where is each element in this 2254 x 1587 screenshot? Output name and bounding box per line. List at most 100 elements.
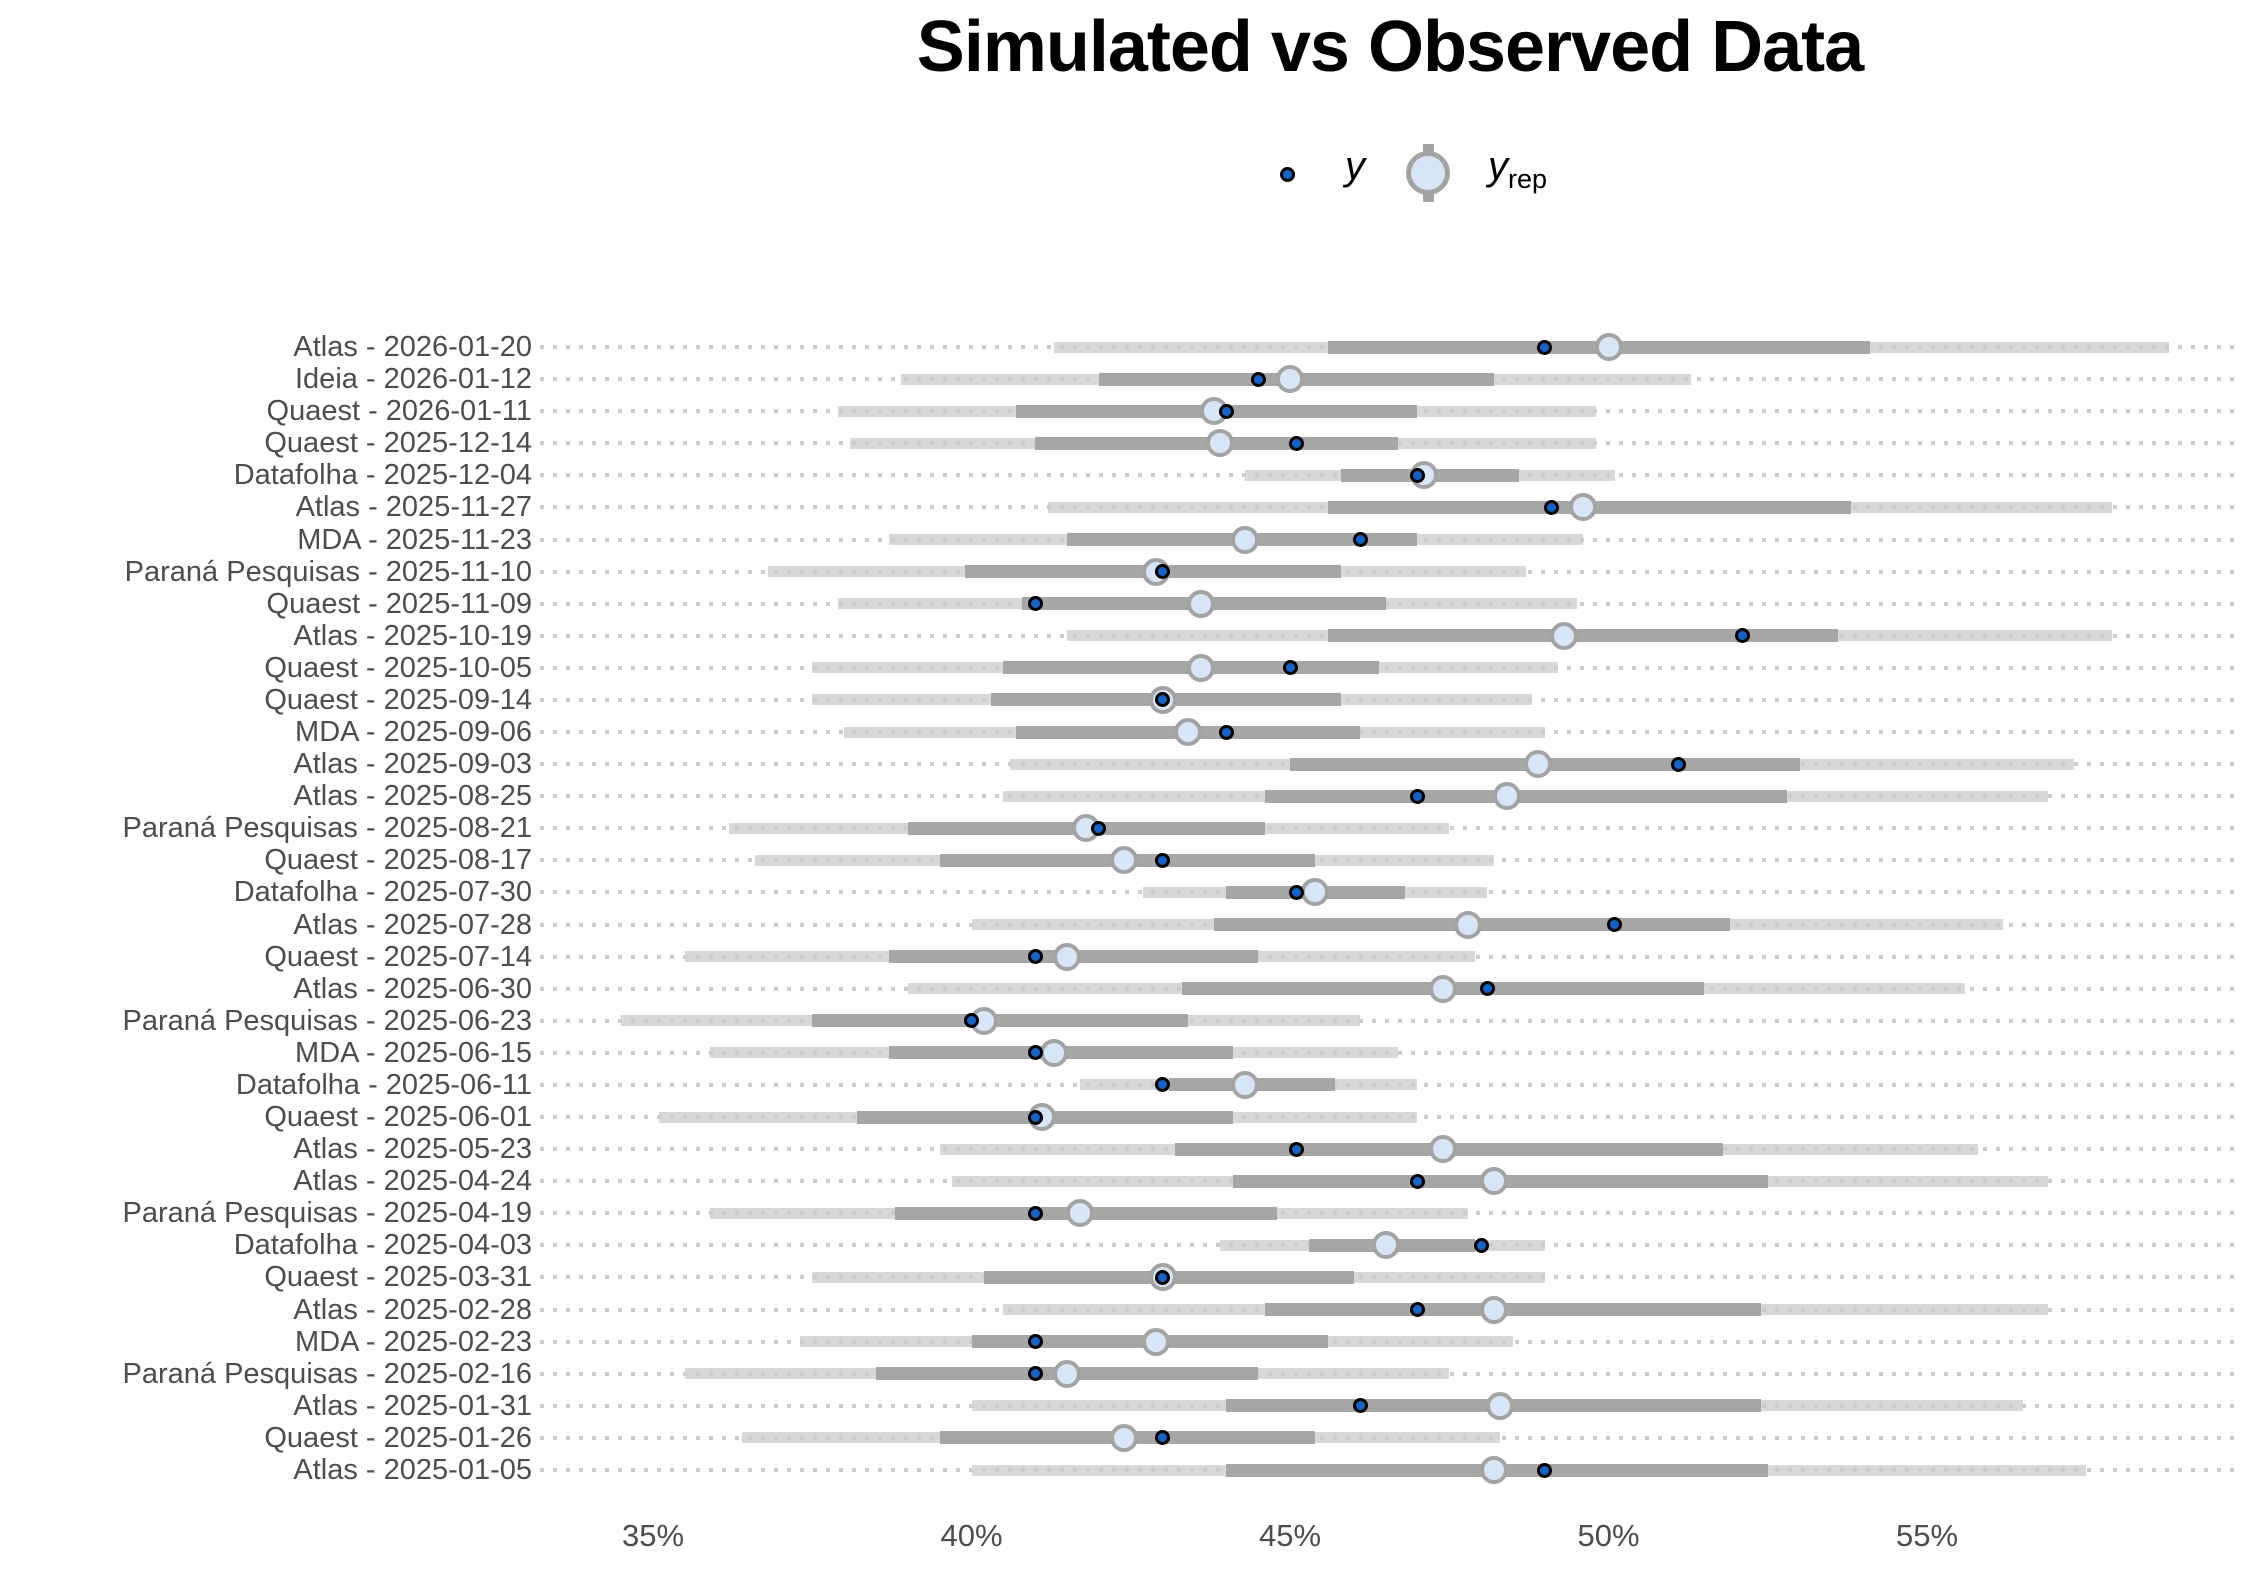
observed-y-point: [1218, 403, 1234, 419]
legend-yrep-sub: rep: [1508, 164, 1548, 194]
y-axis-label: Paraná Pesquisas - 2025-08-21: [122, 812, 532, 845]
observed-y-point: [1155, 1430, 1171, 1446]
y-axis-label: Atlas - 2025-10-19: [293, 619, 532, 652]
legend-yrep-label: yrep: [1488, 144, 1547, 195]
observed-y-point: [1288, 435, 1304, 451]
y-axis-label: Atlas - 2025-06-30: [293, 972, 532, 1005]
observed-y-point: [1288, 1141, 1304, 1157]
observed-y-point: [1543, 499, 1559, 515]
observed-y-point: [1282, 660, 1298, 676]
observed-y-point: [1250, 371, 1266, 387]
y-axis-label: Atlas - 2025-09-03: [293, 748, 532, 781]
yrep-median-point: [1231, 525, 1260, 554]
yrep-median-point: [1549, 621, 1578, 650]
y-axis-label: Quaest - 2025-10-05: [264, 651, 532, 684]
observed-y-point: [1155, 564, 1171, 580]
observed-y-point: [1288, 884, 1304, 900]
observed-y-point: [1537, 339, 1553, 355]
row-guide-dotted-line: [540, 601, 2242, 606]
observed-y-point: [1409, 1302, 1425, 1318]
yrep-median-point: [1110, 846, 1139, 875]
y-axis-label: Paraná Pesquisas - 2025-11-10: [124, 555, 532, 588]
row-guide-dotted-line: [540, 954, 2242, 959]
yrep-median-point: [1186, 589, 1215, 618]
yrep-median-point: [1148, 1263, 1177, 1292]
row-guide-dotted-line: [540, 730, 2242, 735]
legend-y-label: y: [1345, 144, 1365, 188]
legend-yrep-interval-icon: [1406, 144, 1450, 202]
y-axis-label: MDA - 2025-06-15: [295, 1036, 532, 1069]
inner-interval-bar: [812, 1014, 1189, 1028]
observed-y-point: [1671, 756, 1687, 772]
observed-y-point: [1409, 467, 1425, 483]
observed-y-point: [1479, 981, 1495, 997]
y-axis-label: Ideia - 2026-01-12: [295, 363, 532, 396]
observed-y-point: [1027, 1205, 1043, 1221]
yrep-median-point: [1371, 1231, 1400, 1260]
row-guide-dotted-line: [540, 569, 2242, 574]
y-axis-label: Atlas - 2025-01-05: [293, 1454, 532, 1486]
legend: y yrep: [1240, 140, 1740, 220]
observed-y-point: [1352, 532, 1368, 548]
observed-y-point: [1155, 692, 1171, 708]
observed-y-point: [1218, 724, 1234, 740]
y-axis-label: MDA - 2025-09-06: [295, 716, 532, 749]
row-guide-dotted-line: [540, 1115, 2242, 1120]
observed-y-point: [1734, 628, 1750, 644]
yrep-median-point: [1492, 782, 1521, 811]
yrep-median-point: [1040, 1038, 1069, 1067]
y-axis-label: Atlas - 2025-05-23: [293, 1133, 532, 1166]
observed-y-point: [1027, 1045, 1043, 1061]
inner-interval-bar: [1264, 1303, 1762, 1317]
observed-y-point: [1155, 1269, 1171, 1285]
yrep-median-point: [1594, 333, 1623, 361]
yrep-median-point: [1110, 1423, 1139, 1452]
x-axis-tick-label: 45%: [1258, 1518, 1322, 1553]
row-guide-dotted-line: [540, 1050, 2242, 1055]
yrep-median-point: [1174, 718, 1203, 747]
observed-y-point: [1409, 788, 1425, 804]
row-guide-dotted-line: [540, 1435, 2242, 1440]
yrep-median-point: [1428, 974, 1457, 1003]
y-axis-label: Quaest - 2025-01-26: [264, 1421, 532, 1454]
row-guide-dotted-line: [540, 1371, 2242, 1376]
y-axis-label: Atlas - 2025-04-24: [293, 1165, 532, 1198]
observed-y-point: [1537, 1462, 1553, 1478]
inner-interval-bar: [1328, 629, 1838, 643]
observed-y-point: [1352, 1398, 1368, 1414]
yrep-median-point: [1142, 1327, 1171, 1356]
row-guide-dotted-line: [540, 697, 2242, 702]
y-axis-label: Datafolha - 2025-07-30: [233, 876, 532, 909]
yrep-median-point: [1479, 1167, 1508, 1196]
observed-y-point: [1607, 917, 1623, 933]
y-axis-label: Atlas - 2025-02-28: [293, 1293, 532, 1326]
y-axis-label: Paraná Pesquisas - 2025-02-16: [122, 1357, 532, 1390]
y-axis-label: Atlas - 2025-07-28: [293, 908, 532, 941]
observed-y-point: [1027, 596, 1043, 612]
observed-y-point: [1091, 820, 1107, 836]
row-guide-dotted-line: [540, 1211, 2242, 1216]
row-guide-dotted-line: [540, 665, 2242, 670]
y-axis-label: Quaest - 2025-08-17: [264, 844, 532, 877]
y-axis-label: Quaest - 2026-01-11: [266, 395, 532, 428]
y-axis-label: Atlas - 2026-01-20: [293, 331, 532, 363]
yrep-median-point: [1276, 365, 1304, 394]
yrep-median-point: [1479, 1456, 1508, 1484]
y-axis-label: Quaest - 2025-09-14: [264, 683, 532, 716]
yrep-median-point: [1486, 1391, 1515, 1420]
y-axis-label: Atlas - 2025-11-27: [295, 491, 532, 524]
row-guide-dotted-line: [540, 858, 2242, 863]
y-axis-label: Quaest - 2025-11-09: [266, 587, 532, 620]
legend-yrep-circle-icon: [1406, 151, 1450, 195]
observed-y-point: [964, 1013, 979, 1029]
observed-y-point: [1409, 1173, 1425, 1189]
observed-y-point: [1155, 852, 1171, 868]
row-guide-dotted-line: [540, 1339, 2242, 1344]
row-guide-dotted-line: [540, 1018, 2242, 1023]
yrep-median-point: [1053, 942, 1082, 971]
yrep-median-point: [1231, 1070, 1260, 1099]
y-axis-label: Quaest - 2025-03-31: [264, 1261, 532, 1294]
yrep-median-point: [1569, 493, 1598, 522]
y-axis-label: Paraná Pesquisas - 2025-04-19: [122, 1197, 532, 1230]
y-axis-label: MDA - 2025-02-23: [295, 1325, 532, 1358]
